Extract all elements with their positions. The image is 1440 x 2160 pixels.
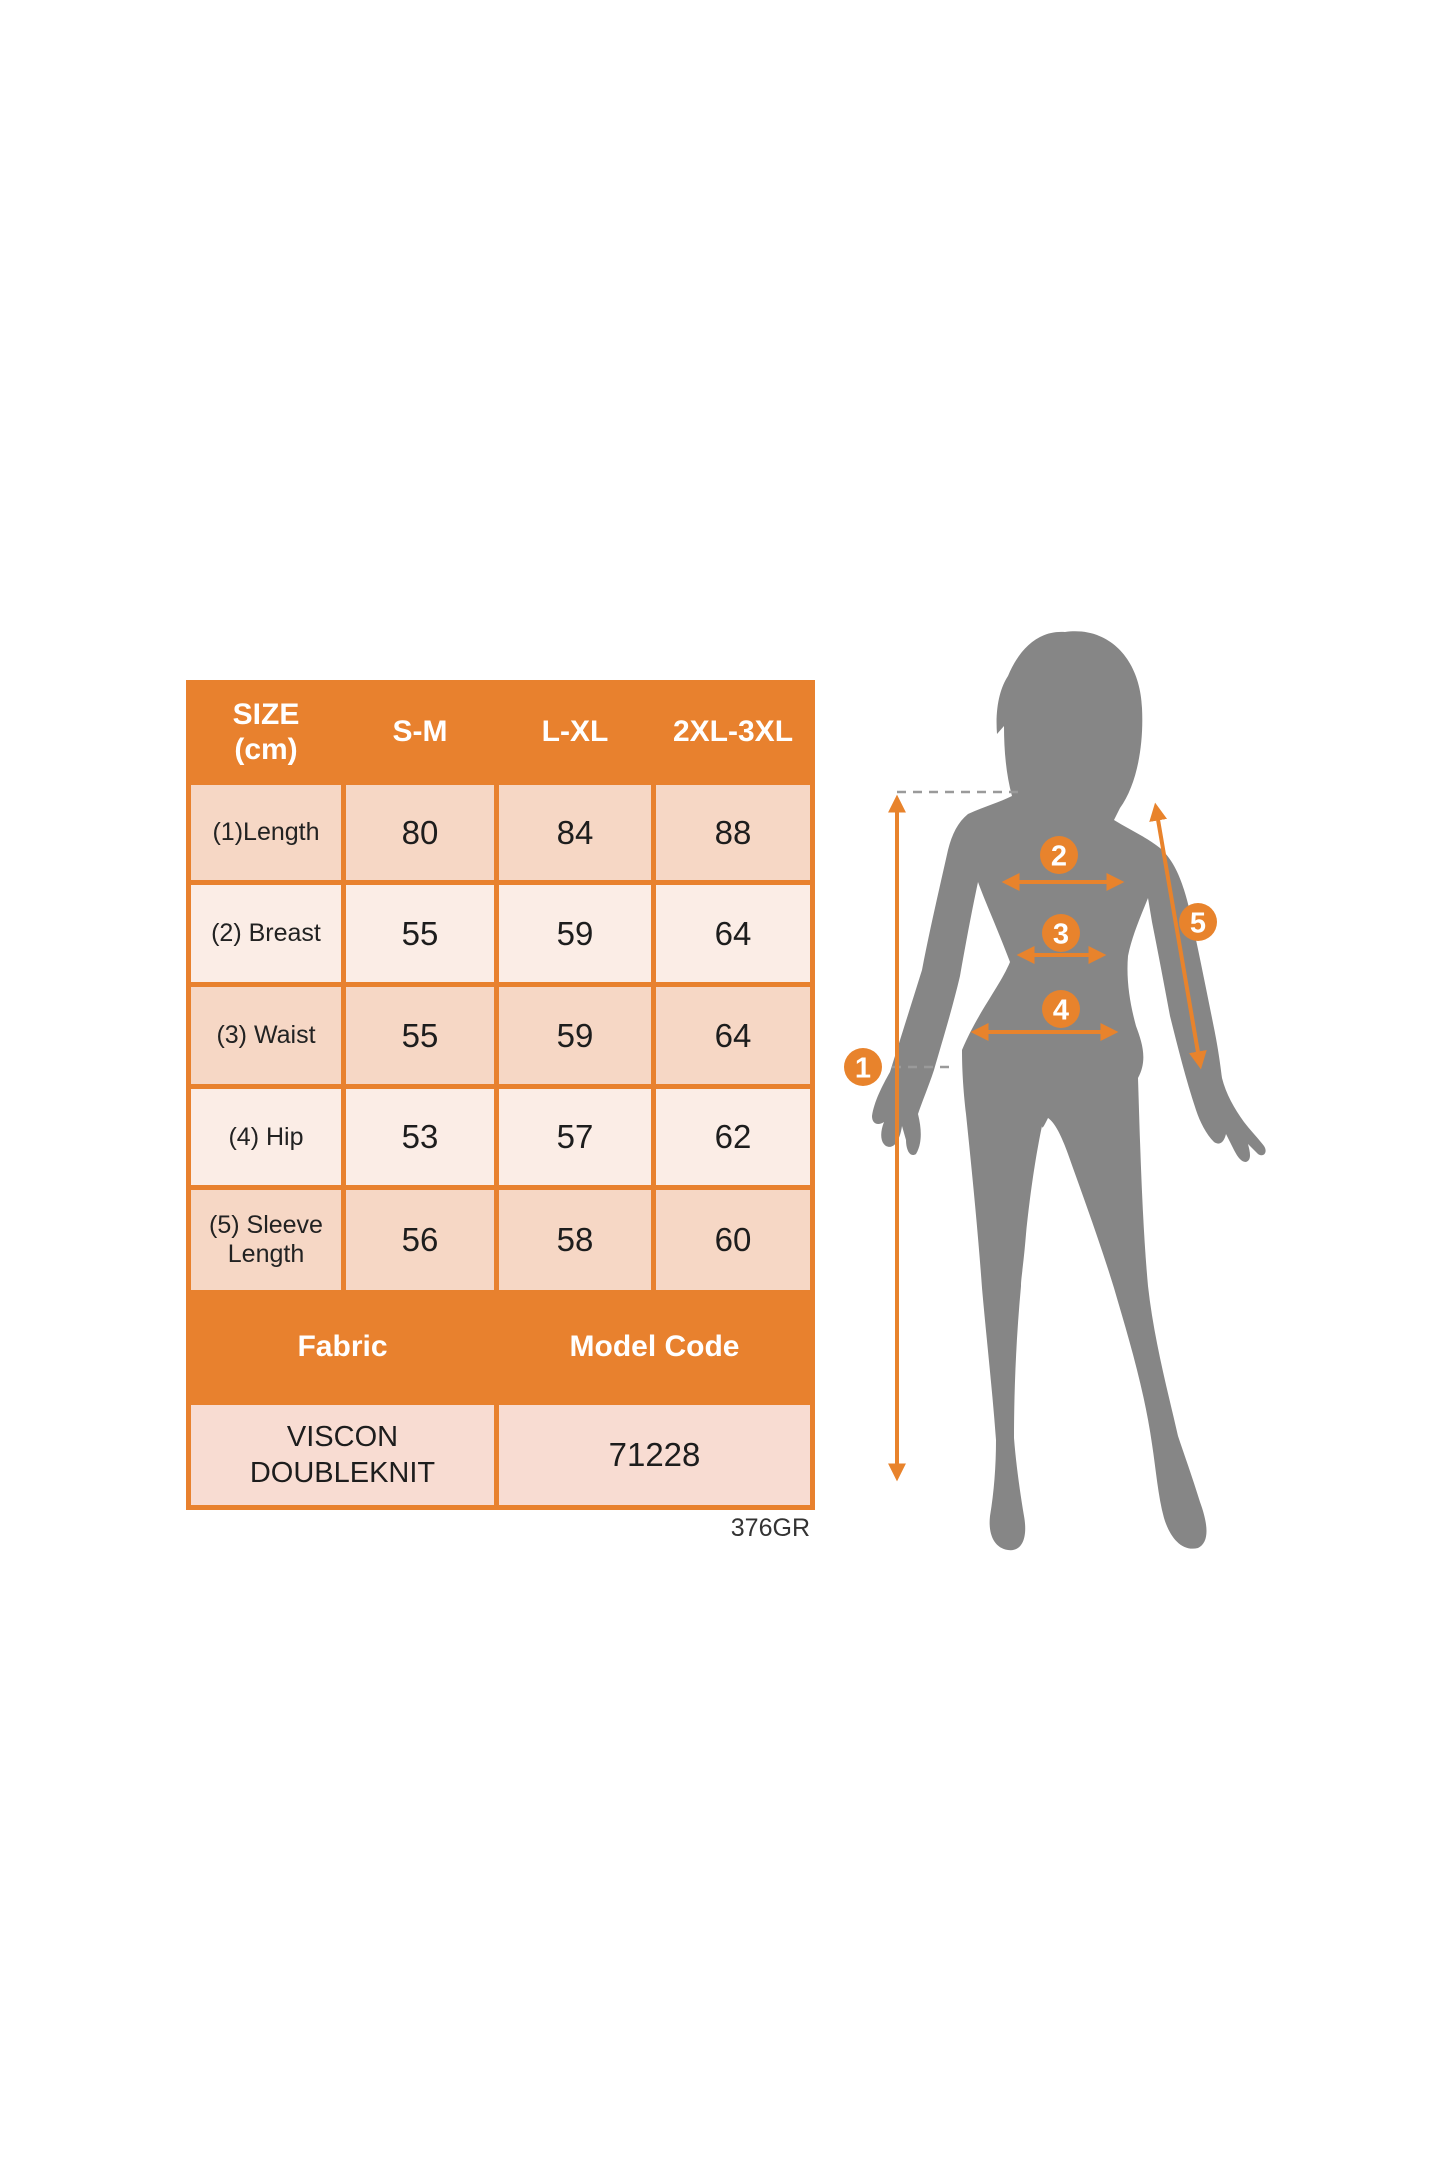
breast-lxl: 59 [499, 885, 651, 982]
row-label-sleeve-length: (5) Sleeve Length [191, 1190, 341, 1290]
sleeve-arrow [1149, 802, 1207, 1070]
marker-3-circle [1042, 914, 1080, 952]
marker-1-number: 1 [855, 1052, 871, 1084]
waist-lxl: 59 [499, 987, 651, 1084]
model-code-value-cell: 71228 [499, 1405, 810, 1505]
column-header-sm: S-M [346, 685, 494, 780]
sleeve-sm: 56 [346, 1190, 494, 1290]
female-silhouette [872, 631, 1266, 1551]
length-lxl: 84 [499, 785, 651, 880]
fabric-value-cell: VISCON DOUBLEKNIT [191, 1405, 494, 1505]
row-label-waist: (3) Waist [191, 987, 341, 1084]
hip-2xl3xl: 62 [656, 1089, 810, 1185]
marker-4-circle [1042, 990, 1080, 1028]
row-label-hip: (4) Hip [191, 1089, 341, 1185]
row-label-length: (1)Length [191, 785, 341, 880]
column-header-lxl: L-XL [499, 685, 651, 780]
marker-5-circle [1179, 903, 1217, 941]
marker-4: 4 [1042, 990, 1080, 1028]
marker-2-number: 2 [1051, 840, 1067, 872]
column-header-2xl3xl: 2XL-3XL [656, 685, 810, 780]
weight-note: 376GR [730, 1514, 810, 1542]
size-header-line1: SIZE [232, 698, 300, 731]
length-sm: 80 [346, 785, 494, 880]
marker-1-circle [844, 1048, 882, 1086]
hip-lxl: 57 [499, 1089, 651, 1185]
marker-5: 5 [1179, 903, 1217, 941]
measurement-diagram: 1 2 3 4 5 [844, 631, 1266, 1551]
model-code-header-cell: Model Code [499, 1295, 810, 1400]
marker-4-number: 4 [1053, 994, 1069, 1026]
marker-2-circle [1040, 836, 1078, 874]
sleeve-2xl3xl: 60 [656, 1190, 810, 1290]
size-unit-header-cell: SIZE (cm) [191, 685, 341, 780]
waist-2xl3xl: 64 [656, 987, 810, 1084]
fabric-header-cell: Fabric [191, 1295, 494, 1400]
marker-1: 1 [844, 1048, 882, 1086]
size-table: SIZE (cm) S-M L-XL 2XL-3XL (1)Length 80 … [186, 680, 815, 1510]
breast-2xl3xl: 64 [656, 885, 810, 982]
size-header-line2: (cm) [234, 732, 298, 766]
hip-sm: 53 [346, 1089, 494, 1185]
breast-sm: 55 [346, 885, 494, 982]
marker-2: 2 [1040, 836, 1078, 874]
waist-sm: 55 [346, 987, 494, 1084]
marker-3: 3 [1042, 914, 1080, 952]
row-label-breast: (2) Breast [191, 885, 341, 982]
marker-3-number: 3 [1053, 918, 1069, 950]
sleeve-lxl: 58 [499, 1190, 651, 1290]
marker-5-number: 5 [1190, 907, 1206, 939]
length-2xl3xl: 88 [656, 785, 810, 880]
